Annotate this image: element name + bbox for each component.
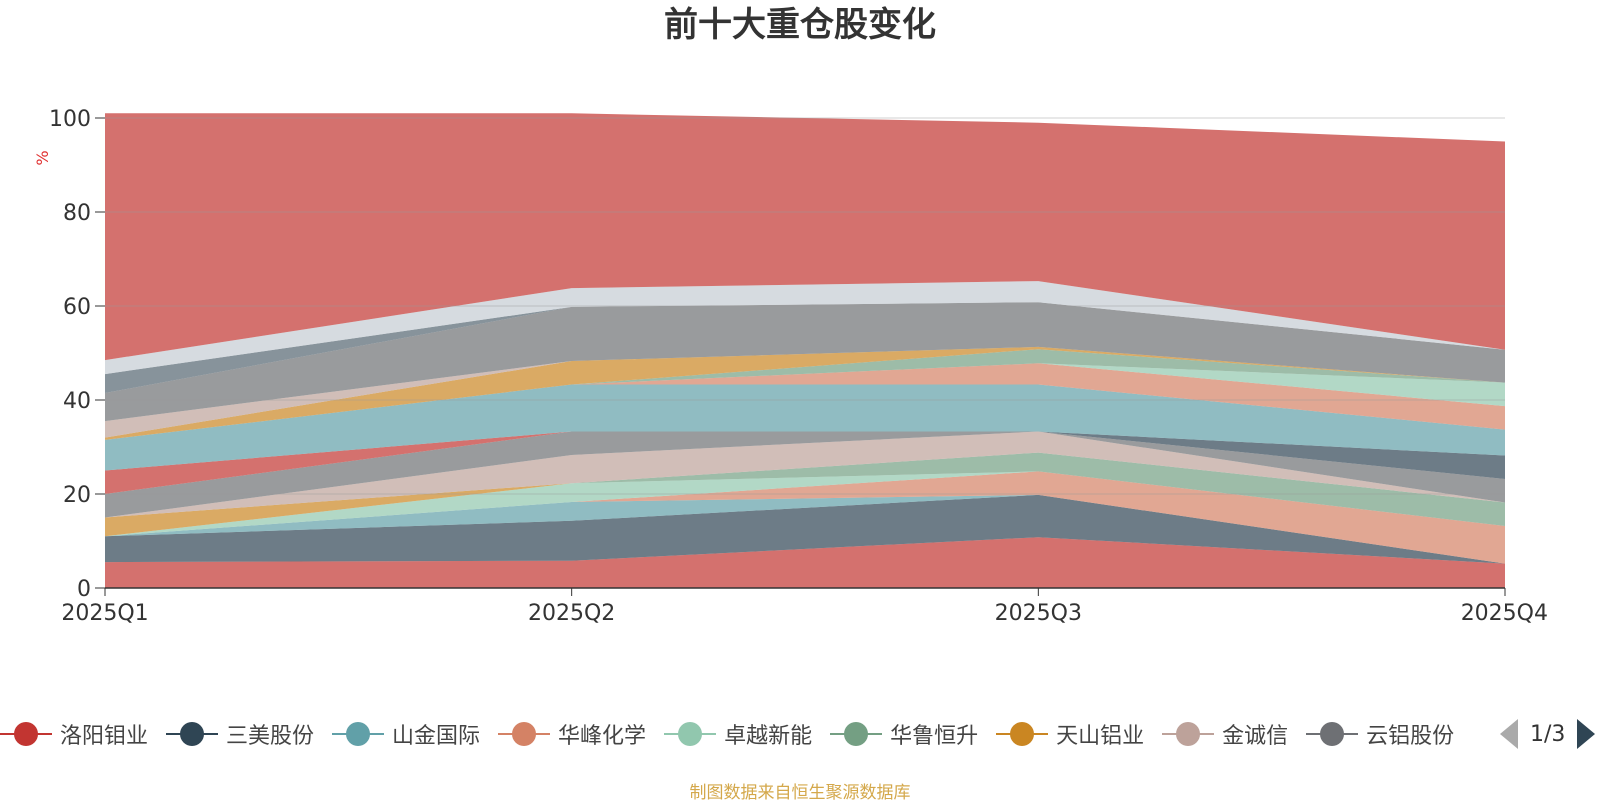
- area-series-9: [105, 431, 1505, 494]
- legend-marker-icon: [830, 722, 883, 746]
- legend-label: 三美股份: [226, 724, 315, 749]
- legend-label: 金诚信: [1222, 724, 1289, 749]
- area-series-7: [105, 431, 1505, 518]
- area-series-20: [105, 113, 1505, 361]
- x-tick-label: 2025Q3: [995, 601, 1082, 626]
- legend-label: 华鲁恒升: [890, 724, 979, 749]
- legend-marker-icon: [166, 722, 219, 746]
- prev-page-icon[interactable]: [1500, 719, 1518, 749]
- area-series-14: [105, 349, 1505, 440]
- y-tick-label: 40: [63, 389, 91, 414]
- y-tick-label: 20: [63, 483, 91, 508]
- x-tick-label: 2025Q4: [1461, 601, 1548, 626]
- legend-item[interactable]: 天山铝业: [996, 712, 1144, 756]
- area-series-11: [105, 384, 1505, 471]
- area-series-17: [105, 302, 1505, 422]
- area-series-18: [105, 302, 1505, 393]
- area-series-8: [105, 431, 1505, 518]
- y-tick-label: 80: [63, 201, 91, 226]
- legend: 洛阳钼业 三美股份 山金国际 华峰化学 卓越新能 华鲁恒升 天山铝业 金诚信 云铝股份: [0, 712, 1482, 756]
- area-series-5: [105, 452, 1505, 537]
- legend-label: 天山铝业: [1056, 724, 1145, 749]
- chart-title: 前十大重仓股变化: [664, 5, 936, 45]
- y-tick-label: 100: [49, 107, 91, 132]
- legend-item[interactable]: 金诚信: [1162, 712, 1288, 756]
- legend-marker-icon: [1306, 722, 1359, 746]
- legend-item[interactable]: 洛阳钼业: [0, 712, 148, 756]
- legend-marker-icon: [332, 722, 385, 746]
- area-series-1: [105, 494, 1505, 564]
- legend-label: 华峰化学: [558, 724, 647, 749]
- y-tick-label: 0: [77, 577, 91, 602]
- legend-item[interactable]: 卓越新能: [664, 712, 812, 756]
- legend-label: 卓越新能: [724, 724, 813, 749]
- y-axis-label: %: [33, 150, 52, 165]
- legend-marker-icon: [498, 722, 551, 746]
- y-tick-label: 60: [63, 295, 91, 320]
- area-series-19: [105, 281, 1505, 375]
- axes: 0 20 40 60 80 100 2025Q1 2025Q2 2025Q3 2025Q4%: [33, 107, 1548, 626]
- legend-item[interactable]: 三美股份: [166, 712, 314, 756]
- legend-marker-icon: [996, 722, 1049, 746]
- area-series-12: [105, 363, 1505, 440]
- area-series-4: [105, 471, 1505, 537]
- next-page-icon[interactable]: [1577, 719, 1596, 749]
- data-source-note: 制图数据来自恒生聚源数据库: [689, 783, 911, 803]
- legend-label: 山金国际: [392, 724, 481, 749]
- area-series-0: [105, 537, 1505, 588]
- legend-item[interactable]: 山金国际: [332, 712, 480, 756]
- area-series-3: [105, 471, 1505, 564]
- x-tick-label: 2025Q2: [528, 601, 615, 626]
- area-series-2: [105, 494, 1505, 564]
- x-tick-label: 2025Q1: [61, 601, 148, 626]
- legend-item[interactable]: 华鲁恒升: [830, 712, 978, 756]
- legend-label: 洛阳钼业: [60, 724, 149, 749]
- legend-page-indicator: 1/3: [1530, 721, 1566, 747]
- area-series-10: [105, 431, 1505, 479]
- legend-marker-icon: [664, 722, 717, 746]
- legend-item[interactable]: 云铝股份: [1306, 712, 1454, 756]
- legend-pager: 1/3: [1500, 716, 1596, 752]
- legend-item[interactable]: 华峰化学: [498, 712, 646, 756]
- legend-marker-icon: [1162, 722, 1215, 746]
- area-layers: [105, 113, 1505, 588]
- area-chart: 0 20 40 60 80 100 2025Q1 2025Q2 2025Q3 2025Q4%: [33, 107, 1548, 626]
- area-series-15: [105, 346, 1505, 440]
- grid-lines: [105, 117, 1505, 495]
- legend-marker-icon: [0, 722, 52, 746]
- legend-label: 云铝股份: [1366, 724, 1455, 749]
